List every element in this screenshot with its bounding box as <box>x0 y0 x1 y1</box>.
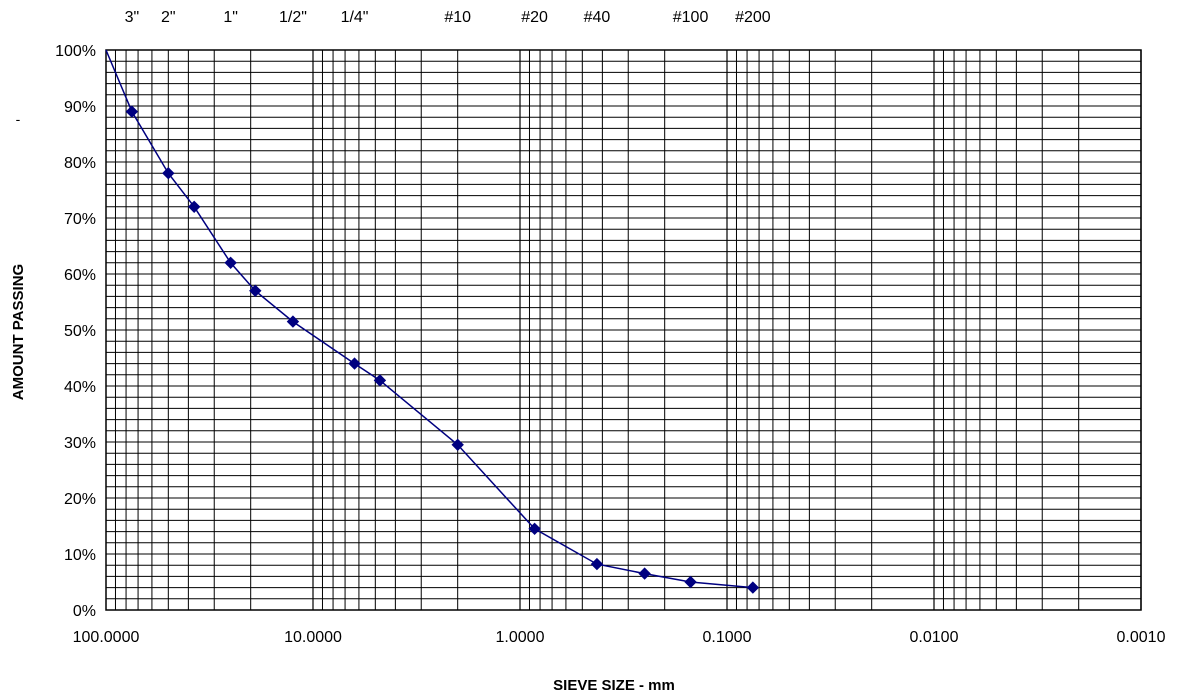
x-tick-label: 100.0000 <box>73 629 140 646</box>
y-tick-label: 0% <box>73 603 96 620</box>
y-tick-label: 80% <box>64 155 96 172</box>
y-tick-labels: 0% 10% 20% 30% 40% 50% 60% 70% 80% 90% 100% <box>55 43 96 620</box>
sieve-label: 1" <box>223 9 238 26</box>
y-tick-label: 40% <box>64 379 96 396</box>
horizontal-gridlines <box>106 49 1141 611</box>
data-point-marker <box>125 105 139 118</box>
y-axis-title: AMOUNT PASSING <box>10 264 27 400</box>
sieve-label: #200 <box>735 9 771 26</box>
data-point-marker <box>684 575 697 589</box>
y-tick-label: 60% <box>64 267 96 284</box>
data-point-marker <box>638 567 651 580</box>
data-point-marker <box>373 374 387 387</box>
data-point-marker <box>187 200 201 214</box>
sieve-label: #40 <box>584 9 611 26</box>
data-point-marker <box>746 581 760 594</box>
stray-dash-mark: - <box>16 111 21 127</box>
data-point-marker <box>528 522 541 536</box>
x-tick-label: 0.0010 <box>1117 629 1166 646</box>
sieve-label: 2" <box>161 9 176 26</box>
y-tick-label: 20% <box>64 491 96 508</box>
x-tick-label: 0.1000 <box>703 629 752 646</box>
y-tick-label: 90% <box>64 99 96 116</box>
data-point-marker <box>249 284 262 298</box>
x-tick-label: 10.0000 <box>284 629 342 646</box>
x-tick-label: 1.0000 <box>496 629 545 646</box>
y-tick-label: 70% <box>64 211 96 228</box>
data-point-marker <box>590 557 604 571</box>
y-tick-label: 30% <box>64 435 96 452</box>
data-point-marker <box>451 438 464 452</box>
x-axis-title: SIEVE SIZE - mm <box>553 677 675 694</box>
x-tick-labels: 100.0000 10.0000 1.0000 0.1000 0.0100 0.0010 <box>73 629 1166 646</box>
sieve-label: 3" <box>125 9 140 26</box>
sieve-label: #100 <box>673 9 709 26</box>
series-passing <box>105 49 760 594</box>
data-point-marker <box>162 166 175 180</box>
y-tick-label: 50% <box>64 323 96 340</box>
y-tick-label: 100% <box>55 43 96 60</box>
data-point-marker <box>224 256 237 270</box>
y-tick-label: 10% <box>64 547 96 564</box>
sieve-label: 1/4" <box>341 9 369 26</box>
sieve-label: #10 <box>444 9 471 26</box>
sieve-label: 1/2" <box>279 9 307 26</box>
sieve-label: #20 <box>521 9 548 26</box>
sieve-size-labels: 3" 2" 1" 1/2" 1/4" #10 #20 #40 #100 #200 <box>125 9 771 26</box>
data-point-marker <box>348 357 361 370</box>
x-tick-label: 0.0100 <box>910 629 959 646</box>
plot-area-frame <box>105 49 1142 611</box>
data-point-marker <box>286 315 300 328</box>
